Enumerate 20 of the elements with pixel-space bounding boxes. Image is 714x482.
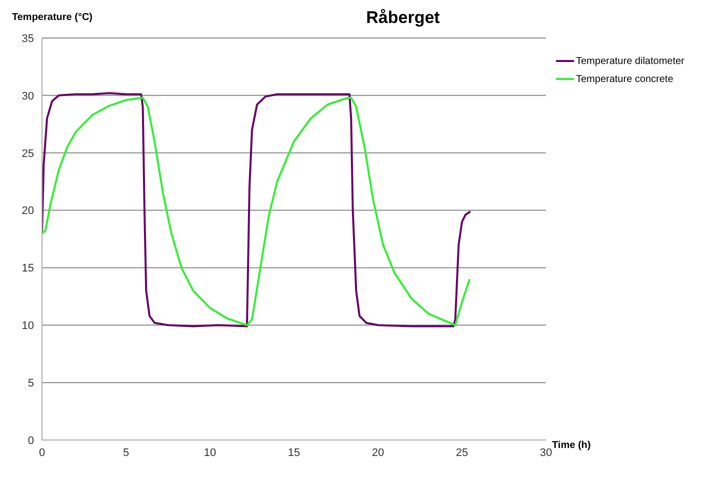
x-tick-label: 20 [372, 446, 384, 459]
y-tick-label: 0 [28, 434, 34, 447]
x-tick-label: 10 [204, 446, 216, 459]
y-tick-label: 20 [22, 205, 34, 218]
x-tick-label: 5 [122, 446, 130, 459]
x-tick-label: 30 [540, 446, 552, 459]
y-axis-title: Temperature (°C) [12, 12, 92, 23]
y-tick-label: 5 [28, 377, 34, 390]
x-tick-label: 25 [456, 446, 468, 459]
x-tick-label: 0 [38, 446, 46, 459]
y-tick-label: 10 [22, 320, 34, 332]
y-tick-label: 25 [22, 148, 34, 160]
y-tick-label: 15 [22, 262, 34, 275]
legend-label: Temperature dilatometer [576, 56, 684, 66]
y-tick-label: 30 [22, 90, 34, 102]
y-tick-label: 35 [22, 32, 34, 45]
x-tick-label: 15 [288, 446, 300, 459]
chart-title: Råberget [365, 8, 441, 28]
x-axis-title: Time (h) [552, 440, 591, 451]
legend-label: Temperature concrete [576, 74, 674, 84]
